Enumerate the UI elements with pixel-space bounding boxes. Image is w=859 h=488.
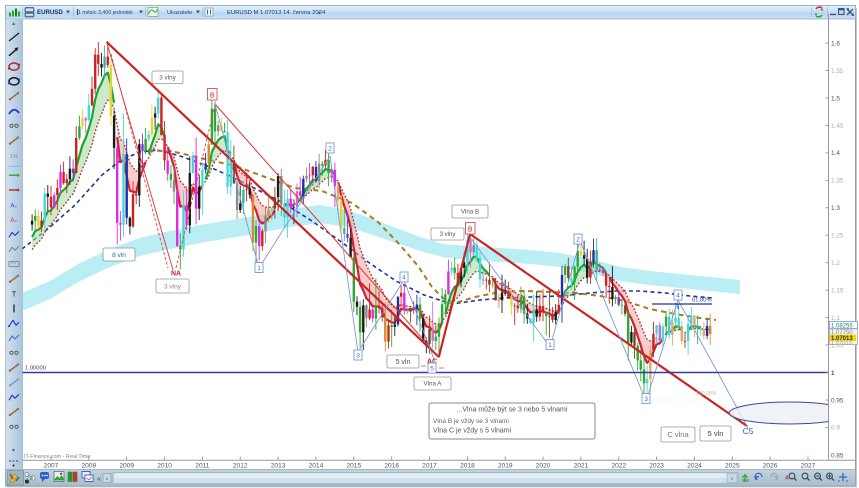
- svg-text:3: 3: [644, 396, 648, 403]
- svg-text:2011: 2011: [195, 463, 210, 470]
- svg-text:Vlna C je vždy s 5 vlnami: Vlna C je vždy s 5 vlnami: [433, 428, 512, 435]
- svg-text:1.07013: 1.07013: [831, 336, 853, 342]
- svg-text:1.55: 1.55: [831, 68, 844, 75]
- svg-text:1.3: 1.3: [831, 205, 840, 212]
- svg-text:5 vln: 5 vln: [708, 429, 724, 438]
- svg-text:1.08255: 1.08255: [831, 324, 853, 330]
- svg-text:Vlna B: Vlna B: [461, 209, 479, 216]
- svg-text:100.00%: 100.00%: [696, 391, 717, 397]
- svg-text:A₊: A₊: [10, 218, 17, 224]
- svg-text:2024: 2024: [687, 463, 702, 470]
- svg-text:▾: ▾: [318, 10, 321, 16]
- svg-text:3 vlny: 3 vlny: [440, 232, 456, 238]
- svg-text:1.5: 1.5: [831, 95, 840, 102]
- svg-text:▾: ▾: [12, 448, 15, 454]
- svg-text:Ukazatele: Ukazatele: [167, 10, 192, 16]
- svg-text:2019: 2019: [498, 463, 513, 470]
- svg-text:2023: 2023: [649, 463, 664, 470]
- svg-text:2013: 2013: [271, 463, 286, 470]
- svg-text:1.07013: 1.07013: [831, 341, 852, 347]
- svg-text:2026: 2026: [763, 463, 778, 470]
- svg-text:1.05: 1.05: [831, 342, 844, 349]
- svg-text:0.85: 0.85: [831, 453, 844, 460]
- svg-text:1.6: 1.6: [831, 40, 840, 47]
- svg-text:‹: ‹: [106, 476, 108, 483]
- svg-text:1: 1: [548, 342, 552, 349]
- svg-text:2008: 2008: [81, 463, 96, 470]
- svg-text:AC: AC: [427, 359, 437, 366]
- svg-text:B: B: [468, 227, 473, 234]
- svg-text:2018: 2018: [460, 463, 475, 470]
- svg-text:1.45: 1.45: [831, 123, 844, 130]
- svg-text:1.4: 1.4: [831, 150, 840, 157]
- svg-text:EURUSD: EURUSD: [37, 9, 63, 16]
- svg-text:2022: 2022: [611, 463, 626, 470]
- svg-text:A: A: [785, 476, 789, 482]
- svg-text:2: 2: [328, 146, 332, 153]
- svg-text:0.95: 0.95: [831, 397, 844, 404]
- svg-text:2021: 2021: [574, 463, 589, 470]
- svg-text:2012: 2012: [233, 463, 248, 470]
- svg-text:3 vlny: 3 vlny: [164, 283, 182, 290]
- svg-text:A₊: A₊: [10, 203, 17, 209]
- svg-text:1.15: 1.15: [831, 288, 844, 295]
- svg-text:2020: 2020: [536, 463, 551, 470]
- svg-text:2015: 2015: [346, 463, 361, 470]
- svg-text:Vlna B je vždy se 3 vlnami: Vlna B je vždy se 3 vlnami: [433, 418, 509, 425]
- svg-text:1.25: 1.25: [831, 233, 844, 240]
- svg-text:1.35: 1.35: [831, 178, 844, 185]
- svg-text:IT-Finance.com - Real Time: IT-Finance.com - Real Time: [24, 454, 90, 460]
- svg-text:Vlna A: Vlna A: [424, 381, 443, 388]
- svg-text:C5: C5: [743, 426, 754, 436]
- svg-text:4: 4: [676, 293, 680, 300]
- svg-text:1.2: 1.2: [831, 260, 840, 267]
- svg-text:1: 1: [831, 370, 835, 377]
- svg-text:1 měsíc 3,400 jednotek: 1 měsíc 3,400 jednotek: [78, 10, 133, 16]
- svg-text:4: 4: [402, 275, 406, 282]
- svg-text:2: 2: [576, 237, 580, 244]
- svg-text:2007: 2007: [44, 463, 59, 470]
- svg-text:EURUSD M 1.07013 14. června 20: EURUSD M 1.07013 14. června 2024: [227, 10, 326, 16]
- svg-text:NA: NA: [171, 271, 181, 278]
- svg-text:1.00000: 1.00000: [25, 366, 46, 372]
- svg-text:▴: ▴: [12, 21, 15, 27]
- svg-text:«: «: [97, 476, 101, 483]
- svg-text:2014: 2014: [309, 463, 324, 470]
- svg-text:0.9: 0.9: [831, 425, 840, 432]
- svg-text:2017: 2017: [422, 463, 437, 470]
- svg-text:2025: 2025: [725, 463, 740, 470]
- svg-text:1.1: 1.1: [831, 315, 840, 322]
- svg-text:1%: 1%: [10, 154, 18, 160]
- svg-text:5: 5: [430, 366, 434, 373]
- svg-text:1.07750: 1.07750: [831, 330, 853, 336]
- svg-text:2016: 2016: [384, 463, 399, 470]
- svg-text:5 vln: 5 vln: [396, 359, 411, 366]
- svg-text:61.80%: 61.80%: [692, 298, 712, 304]
- svg-text:T: T: [12, 292, 17, 299]
- svg-text:1: 1: [257, 265, 261, 272]
- svg-text:C vlna: C vlna: [667, 430, 689, 439]
- svg-text:...Vlna může být se 3 nebo 5 v: ...Vlna může být se 3 nebo 5 vlnami: [457, 406, 568, 414]
- svg-text:3: 3: [356, 353, 360, 360]
- svg-text:›: ›: [731, 476, 733, 483]
- svg-text:2009: 2009: [119, 463, 134, 470]
- svg-text:B: B: [210, 93, 215, 100]
- svg-text:3 vlny: 3 vlny: [159, 75, 176, 82]
- svg-text:2010: 2010: [157, 463, 172, 470]
- svg-text:8 vln: 8 vln: [112, 252, 126, 259]
- svg-text:2027: 2027: [801, 463, 816, 470]
